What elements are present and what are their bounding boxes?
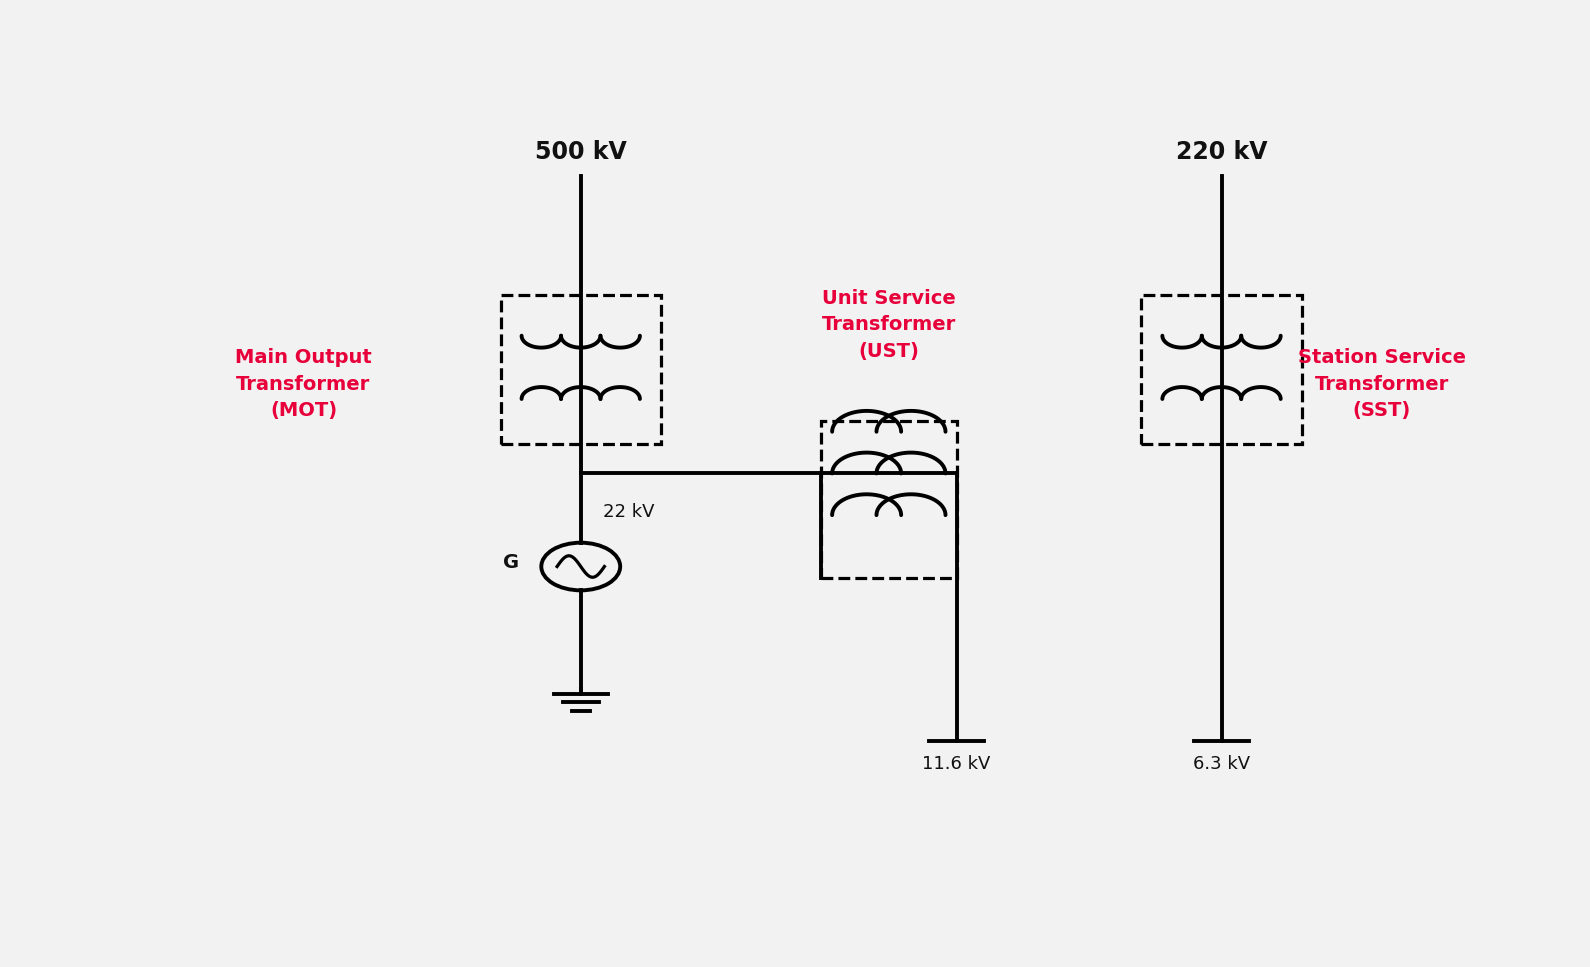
- Text: G: G: [502, 552, 518, 571]
- Text: 6.3 kV: 6.3 kV: [1192, 755, 1250, 773]
- Text: 22 kV: 22 kV: [603, 503, 655, 521]
- Text: 500 kV: 500 kV: [534, 140, 626, 164]
- Text: Station Service
Transformer
(SST): Station Service Transformer (SST): [1297, 348, 1466, 420]
- Text: 11.6 kV: 11.6 kV: [922, 755, 991, 773]
- Text: Main Output
Transformer
(MOT): Main Output Transformer (MOT): [235, 348, 372, 420]
- Text: 220 kV: 220 kV: [1175, 140, 1267, 164]
- Text: Unit Service
Transformer
(UST): Unit Service Transformer (UST): [822, 288, 956, 361]
